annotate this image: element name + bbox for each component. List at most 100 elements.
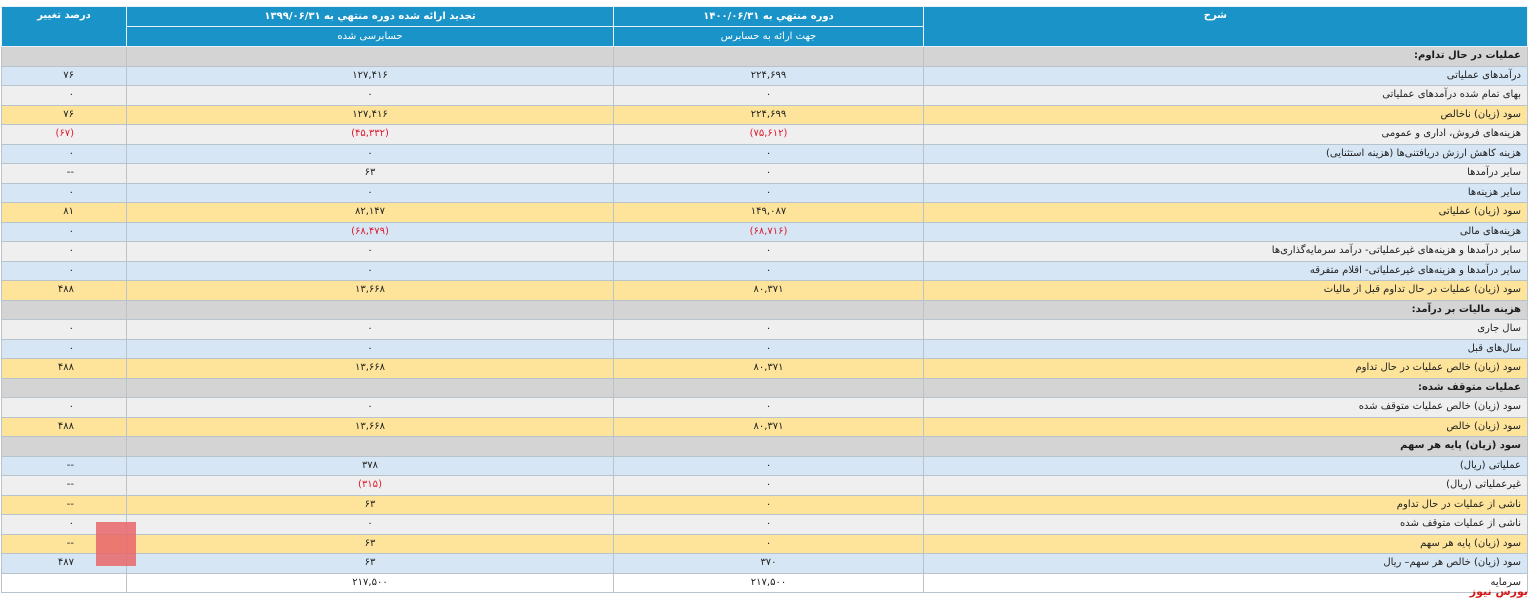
row-label: هزینه کاهش ارزش دریافتنی‌ها (هزینه استثن… <box>923 143 1528 164</box>
previous-period-value: ۰ <box>126 143 614 164</box>
current-period-value <box>613 377 924 398</box>
percent-change-value: -- <box>1 533 127 554</box>
current-period-value: (۷۵,۶۱۲) <box>613 124 924 145</box>
row-label: سود (زیان) پایه هر سهم <box>923 436 1528 457</box>
row-label: هزینه‌های فروش، اداری و عمومی <box>923 124 1528 145</box>
table-row: سایر درآمدها و هزینه‌های غیرعملیاتی- اقل… <box>1 260 1528 281</box>
table-row: سود (زیان) خالص عملیات در حال تداوم ۸۰,۳۷… <box>1 358 1528 379</box>
percent-change-value: ۴۸۷ <box>1 553 127 574</box>
current-period-value: ۸۰,۳۷۱ <box>613 358 924 379</box>
percent-change-value: ۰ <box>1 182 127 203</box>
percent-change-value: ۷۶ <box>1 65 127 86</box>
percent-change-value: -- <box>1 494 127 515</box>
row-label: سود (زیان) خالص عملیات متوقف شده <box>923 397 1528 418</box>
current-period-value: ۰ <box>613 163 924 184</box>
current-period-value: ۳۷۰ <box>613 553 924 574</box>
percent-change-value: ۴۸۸ <box>1 280 127 301</box>
previous-period-value: ۱۳,۶۶۸ <box>126 416 614 437</box>
table-row: سود (زیان) خالص هر سهم– ریال ۳۷۰ ۶۳ ۴۸۷ <box>1 553 1528 574</box>
row-label: سود (زیان) خالص هر سهم– ریال <box>923 553 1528 574</box>
row-label: سود (زیان) عملیاتی <box>923 202 1528 223</box>
percent-change-value: ۰ <box>1 338 127 359</box>
percent-change-value: ۰ <box>1 514 127 535</box>
table-row: سود (زیان) ناخالص ۲۲۴,۶۹۹ ۱۲۷,۴۱۶ ۷۶ <box>1 104 1528 125</box>
table-body: عملیات در حال تداوم: درآمدهای عملیاتی ۲۲۴,… <box>1 46 1528 593</box>
row-label: سرمایه <box>923 572 1528 593</box>
row-label: سال جاری <box>923 319 1528 340</box>
table-row: سال‌های قبل ۰ ۰ ۰ <box>1 338 1528 359</box>
percent-change-value <box>1 299 127 320</box>
current-period-value: ۰ <box>613 475 924 496</box>
column-header-current-period: دوره منتهي به ۱۴۰۰/۰۶/۳۱ <box>613 6 924 27</box>
current-period-value: ۸۰,۳۷۱ <box>613 280 924 301</box>
table-row: سرمایه ۲۱۷,۵۰۰ ۲۱۷,۵۰۰ <box>1 572 1528 593</box>
previous-period-value: ۱۳,۶۶۸ <box>126 280 614 301</box>
previous-period-value: ۸۲,۱۴۷ <box>126 202 614 223</box>
percent-change-value: ۰ <box>1 241 127 262</box>
row-label: عملیات متوقف شده: <box>923 377 1528 398</box>
column-subheader-previous-period: حسابرسی شده <box>126 26 614 47</box>
previous-period-value: ۰ <box>126 260 614 281</box>
table-row: سود (زیان) عملیات در حال تداوم قبل از ما… <box>1 280 1528 301</box>
current-period-value: ۲۱۷,۵۰۰ <box>613 572 924 593</box>
previous-period-value: ۰ <box>126 319 614 340</box>
section-header-row: سود (زیان) پایه هر سهم <box>1 436 1528 457</box>
row-label: درآمدهای عملیاتی <box>923 65 1528 86</box>
table-row: بهای تمام شده درآمدهای عملیاتی ۰ ۰ ۰ <box>1 85 1528 106</box>
table-row: ناشی از عملیات در حال تداوم ۰ ۶۳ -- <box>1 494 1528 515</box>
percent-change-value: -- <box>1 475 127 496</box>
current-period-value: ۸۰,۳۷۱ <box>613 416 924 437</box>
row-label: ناشی از عملیات در حال تداوم <box>923 494 1528 515</box>
previous-period-value <box>126 299 614 320</box>
table-row: سود (زیان) عملیاتی ۱۴۹,۰۸۷ ۸۲,۱۴۷ ۸۱ <box>1 202 1528 223</box>
table-row: سایر درآمدها ۰ ۶۳ -- <box>1 163 1528 184</box>
percent-change-value <box>1 46 127 67</box>
table-row: درآمدهای عملیاتی ۲۲۴,۶۹۹ ۱۲۷,۴۱۶ ۷۶ <box>1 65 1528 86</box>
row-label: غیرعملیاتی (ریال) <box>923 475 1528 496</box>
current-period-value: ۰ <box>613 182 924 203</box>
current-period-value <box>613 299 924 320</box>
table-row: سود (زیان) پایه هر سهم ۰ ۶۳ -- <box>1 533 1528 554</box>
previous-period-value: ۶۳ <box>126 494 614 515</box>
row-label: سود (زیان) پایه هر سهم <box>923 533 1528 554</box>
previous-period-value: (۴۵,۳۳۲) <box>126 124 614 145</box>
current-period-value: ۰ <box>613 455 924 476</box>
table-row: سال جاری ۰ ۰ ۰ <box>1 319 1528 340</box>
current-period-value: ۰ <box>613 260 924 281</box>
row-label: سود (زیان) خالص عملیات در حال تداوم <box>923 358 1528 379</box>
row-label: بهای تمام شده درآمدهای عملیاتی <box>923 85 1528 106</box>
column-header-previous-period: تجدید ارائه شده دوره منتهي به ۱۳۹۹/۰۶/۳۱ <box>126 6 614 27</box>
percent-change-value: ۰ <box>1 85 127 106</box>
percent-change-value: ۰ <box>1 143 127 164</box>
percent-change-value <box>1 377 127 398</box>
row-label: سایر درآمدها و هزینه‌های غیرعملیاتی- درآ… <box>923 241 1528 262</box>
previous-period-value: (۳۱۵) <box>126 475 614 496</box>
row-label: سال‌های قبل <box>923 338 1528 359</box>
percent-change-value: ۴۸۸ <box>1 416 127 437</box>
table-row: سایر هزینه‌ها ۰ ۰ ۰ <box>1 182 1528 203</box>
percent-change-value: -- <box>1 455 127 476</box>
previous-period-value: ۰ <box>126 514 614 535</box>
section-header-row: عملیات در حال تداوم: <box>1 46 1528 67</box>
previous-period-value: ۱۳,۶۶۸ <box>126 358 614 379</box>
previous-period-value: ۰ <box>126 397 614 418</box>
current-period-value <box>613 46 924 67</box>
financial-statement: شرح دوره منتهي به ۱۴۰۰/۰۶/۳۱ تجدید ارائه… <box>1 6 1528 593</box>
table-row: سود (زیان) خالص عملیات متوقف شده ۰ ۰ ۰ <box>1 397 1528 418</box>
row-label: هزینه‌های مالی <box>923 221 1528 242</box>
previous-period-value: ۶۳ <box>126 553 614 574</box>
current-period-value: ۰ <box>613 397 924 418</box>
row-label: ناشی از عملیات متوقف شده <box>923 514 1528 535</box>
row-label: سایر هزینه‌ها <box>923 182 1528 203</box>
income-statement-table: شرح دوره منتهي به ۱۴۰۰/۰۶/۳۱ تجدید ارائه… <box>1 6 1528 593</box>
section-header-row: عملیات متوقف شده: <box>1 377 1528 398</box>
previous-period-value: ۰ <box>126 182 614 203</box>
table-row: سایر درآمدها و هزینه‌های غیرعملیاتی- درآ… <box>1 241 1528 262</box>
percent-change-value <box>1 436 127 457</box>
current-period-value: ۲۲۴,۶۹۹ <box>613 104 924 125</box>
current-period-value: ۰ <box>613 85 924 106</box>
current-period-value: ۰ <box>613 494 924 515</box>
column-header-percent-change: درصد تغییر <box>1 6 127 47</box>
current-period-value: ۰ <box>613 143 924 164</box>
current-period-value: ۰ <box>613 338 924 359</box>
